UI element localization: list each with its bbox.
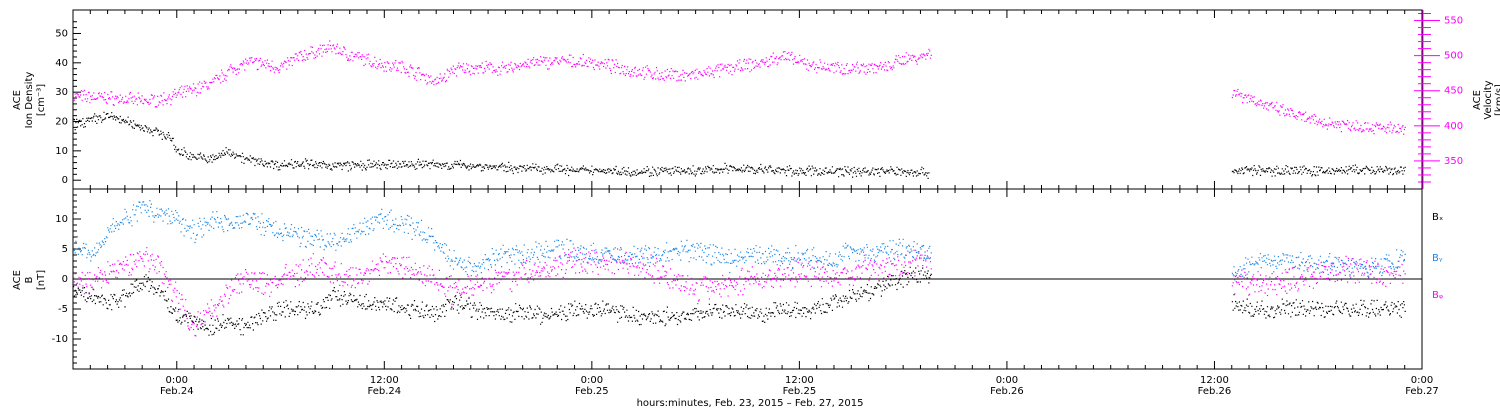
top-panel-frame bbox=[72, 9, 1423, 190]
imf-axis-label: ACE bbox=[12, 270, 23, 290]
imf-tick-label: 10 bbox=[55, 214, 68, 225]
x-tick-date: Feb.26 bbox=[990, 386, 1024, 397]
imf-tick-label: 5 bbox=[62, 244, 68, 255]
right-axis-label: Velocity bbox=[1483, 80, 1494, 119]
imf-panel: -10 -5 0 5 10 ACE B [nT] Bₓ Bᵧ Bᵩ bbox=[12, 188, 1443, 370]
left-axis-label: Ion Density bbox=[24, 72, 35, 129]
x-tick-time: 0:00 bbox=[166, 375, 188, 386]
x-tick-time: 12:00 bbox=[1200, 375, 1229, 386]
time-axis: 0:00Feb.2412:00Feb.240:00Feb.2512:00Feb.… bbox=[72, 10, 1439, 397]
right-tick-label: 350 bbox=[1444, 156, 1463, 167]
imf-axis-label: [nT] bbox=[36, 270, 47, 290]
imf-axis-label: B bbox=[24, 276, 35, 283]
left-tick-label: 40 bbox=[55, 58, 68, 69]
velocity-series-points bbox=[73, 40, 1406, 135]
bx-series bbox=[73, 266, 1406, 336]
x-tick-time: 12:00 bbox=[785, 375, 814, 386]
right-tick-label: 450 bbox=[1444, 86, 1463, 97]
x-tick-date: Feb.24 bbox=[368, 386, 402, 397]
left-tick-label: 20 bbox=[55, 117, 68, 128]
x-tick-date: Feb.24 bbox=[160, 386, 194, 397]
x-tick-date: Feb.27 bbox=[1405, 386, 1439, 397]
left-tick-label: 0 bbox=[62, 175, 68, 186]
by-series bbox=[73, 200, 1406, 283]
legend-item: Bᵧ bbox=[1432, 253, 1443, 264]
density-series-points bbox=[73, 111, 1406, 179]
x-tick-time: 12:00 bbox=[370, 375, 399, 386]
by-series-points bbox=[73, 200, 1406, 283]
x-tick-date: Feb.25 bbox=[783, 386, 817, 397]
x-tick-date: Feb.25 bbox=[575, 386, 609, 397]
imf-tick-label: -10 bbox=[52, 334, 68, 345]
left-axis-label: [cm⁻³] bbox=[36, 84, 47, 116]
x-tick-date: Feb.26 bbox=[1198, 386, 1232, 397]
x-tick-time: 0:00 bbox=[581, 375, 603, 386]
right-tick-label: 500 bbox=[1444, 51, 1463, 62]
bz-series bbox=[73, 247, 1406, 337]
density-series bbox=[73, 111, 1406, 179]
velocity-series bbox=[73, 40, 1406, 135]
left-tick-label: 50 bbox=[55, 28, 68, 39]
bz-series-points bbox=[73, 247, 1406, 337]
legend-item: Bₓ bbox=[1432, 212, 1443, 223]
legend-item: Bᵩ bbox=[1432, 290, 1443, 301]
x-tick-time: 0:00 bbox=[1411, 375, 1433, 386]
imf-tick-label: -5 bbox=[58, 304, 68, 315]
left-tick-label: 30 bbox=[55, 87, 68, 98]
bx-series-points bbox=[73, 266, 1406, 336]
imf-tick-label: 0 bbox=[62, 274, 68, 285]
right-axis-label: ACE bbox=[1472, 90, 1483, 110]
right-tick-label: 400 bbox=[1444, 121, 1463, 132]
right-axis-label: [km/s] bbox=[1494, 84, 1500, 116]
left-axis-label: ACE bbox=[12, 90, 23, 110]
left-tick-label: 10 bbox=[55, 146, 68, 157]
x-axis-label: hours:minutes, Feb. 23, 2015 – Feb. 27, … bbox=[637, 398, 864, 409]
right-tick-label: 550 bbox=[1444, 16, 1463, 27]
x-tick-time: 0:00 bbox=[996, 375, 1018, 386]
